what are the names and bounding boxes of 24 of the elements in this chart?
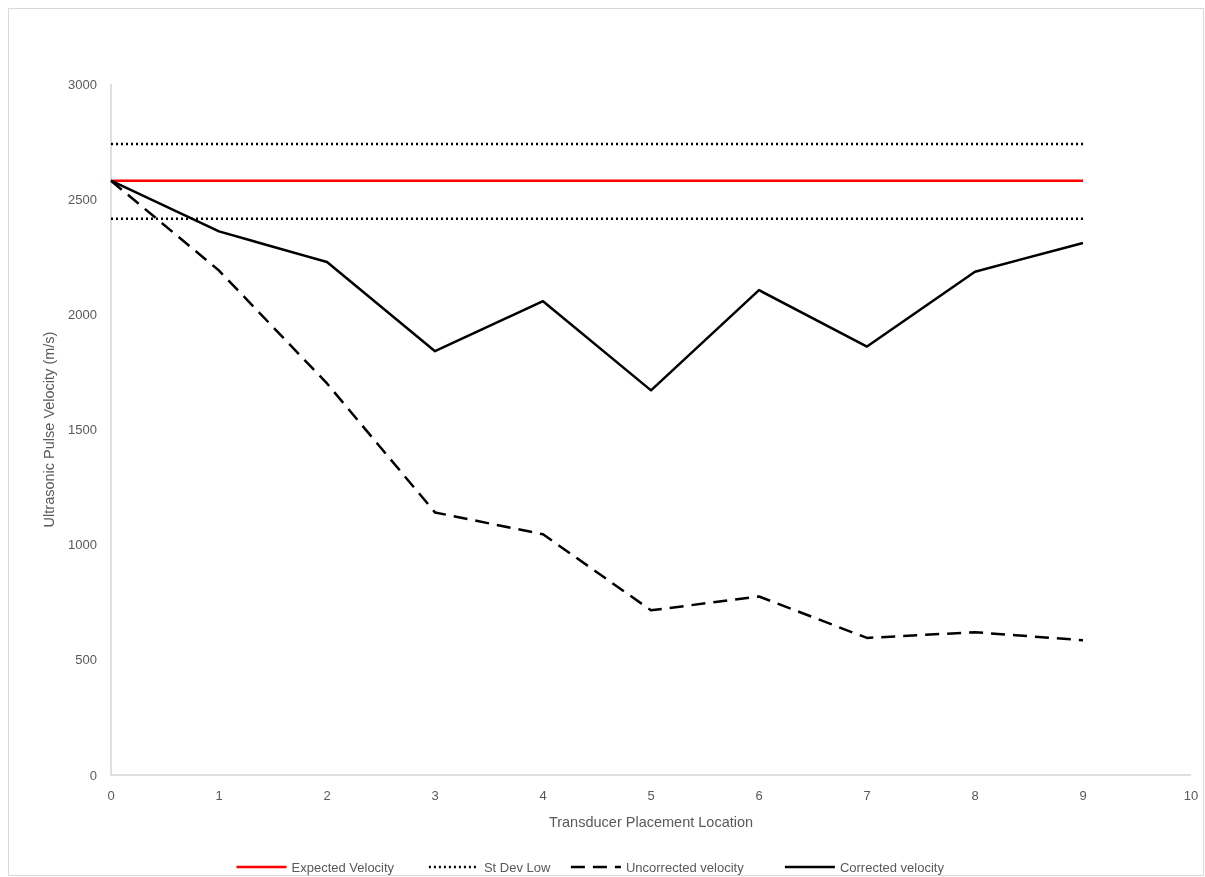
x-tick-label: 1 [215, 788, 223, 803]
y-axis-title: Ultrasonic Pulse Velocity (m/s) [41, 331, 57, 528]
x-tick-label: 2 [323, 788, 331, 803]
x-tick-label: 10 [1183, 788, 1199, 803]
x-tick-label: 5 [647, 788, 655, 803]
x-tick-label: 3 [431, 788, 439, 803]
x-tick-label: 6 [755, 788, 763, 803]
legend-label: Expected Velocity [291, 859, 395, 875]
y-tick-label: 500 [75, 652, 97, 668]
x-axis-title: Transducer Placement Location [548, 814, 754, 830]
x-tick-label: 8 [971, 788, 979, 803]
legend-label: St Dev Low [483, 859, 551, 875]
y-tick-label: 2500 [68, 191, 97, 207]
legend-label: Corrected velocity [839, 859, 945, 875]
y-tick-label: 1000 [68, 537, 97, 553]
y-tick-label: 1500 [68, 422, 97, 438]
y-tick-label: 3000 [68, 76, 97, 92]
y-tick-label: 2000 [68, 306, 97, 322]
x-tick-label: 0 [107, 788, 115, 803]
y-tick-label: 0 [89, 767, 97, 783]
x-tick-label: 4 [539, 788, 547, 803]
x-tick-label: 9 [1079, 788, 1087, 803]
x-tick-label: 7 [863, 788, 871, 803]
legend-label: Uncorrected velocity [625, 859, 745, 875]
